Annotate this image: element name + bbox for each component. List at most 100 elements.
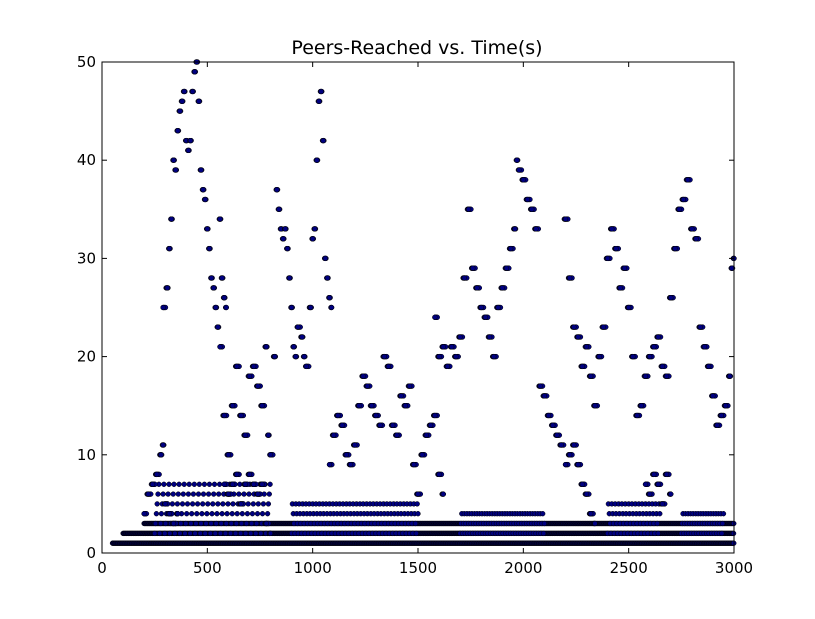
data-point <box>177 530 183 537</box>
data-point <box>219 511 225 517</box>
data-point <box>436 353 442 360</box>
data-point <box>272 353 278 360</box>
data-point <box>176 481 182 487</box>
data-point <box>217 344 223 350</box>
data-point <box>588 511 594 517</box>
data-point <box>170 491 176 497</box>
data-point <box>373 412 379 419</box>
data-point <box>540 530 547 537</box>
data-point <box>244 511 251 517</box>
data-point <box>267 452 274 458</box>
data-point <box>655 530 661 537</box>
data-point <box>719 530 725 537</box>
data-point <box>162 520 169 527</box>
data-point <box>157 520 164 527</box>
data-point <box>149 481 156 487</box>
data-point <box>182 530 188 537</box>
data-point <box>157 530 163 537</box>
chart-title: Peers-Reached vs. Time(s) <box>291 37 542 59</box>
data-point <box>714 422 720 428</box>
data-point <box>191 481 197 487</box>
data-point <box>181 481 187 487</box>
data-point <box>255 383 261 389</box>
data-point <box>205 491 212 497</box>
data-point <box>216 491 222 497</box>
data-point <box>204 226 210 232</box>
data-point <box>320 137 326 144</box>
data-point <box>436 471 442 478</box>
data-point <box>246 373 253 379</box>
data-point <box>200 491 207 497</box>
data-point <box>478 304 484 311</box>
data-point <box>248 530 254 537</box>
data-point <box>394 432 400 438</box>
data-point <box>211 491 217 497</box>
data-point <box>233 520 240 527</box>
data-point <box>196 481 202 487</box>
data-point <box>227 530 234 537</box>
y-tick-label: 20 <box>77 348 96 366</box>
data-point <box>206 245 213 252</box>
data-point <box>583 491 590 497</box>
data-point <box>621 265 628 271</box>
data-point <box>267 481 273 487</box>
data-point <box>579 481 585 487</box>
data-point <box>202 530 208 537</box>
data-point <box>512 226 518 232</box>
data-point <box>166 481 172 487</box>
data-point <box>697 324 703 330</box>
x-tick-label: 0 <box>97 559 107 577</box>
data-point <box>385 363 392 370</box>
data-point <box>609 226 615 232</box>
data-point <box>440 491 446 497</box>
data-point <box>554 432 560 438</box>
data-point <box>170 520 177 527</box>
data-point <box>299 334 305 340</box>
data-point <box>390 422 396 428</box>
data-point <box>265 432 272 438</box>
data-point <box>663 373 670 379</box>
data-point <box>617 285 623 291</box>
data-point <box>160 491 166 497</box>
data-point <box>331 432 337 438</box>
data-point <box>180 491 186 497</box>
data-point <box>165 491 171 497</box>
data-point <box>571 324 577 330</box>
data-point <box>193 520 199 527</box>
data-point <box>213 304 219 311</box>
data-point <box>251 363 257 370</box>
data-point <box>225 452 232 458</box>
y-tick-label: 30 <box>77 249 96 267</box>
y-tick-label: 10 <box>77 446 96 464</box>
data-point <box>178 520 184 527</box>
data-point <box>194 511 200 517</box>
data-point <box>214 511 220 517</box>
data-point <box>307 304 314 311</box>
data-point <box>288 304 295 311</box>
y-tick-label: 50 <box>77 53 96 71</box>
data-point <box>541 520 548 527</box>
data-point <box>322 255 328 262</box>
data-point <box>449 344 455 350</box>
data-point <box>238 501 244 507</box>
data-point <box>647 491 653 497</box>
data-point <box>412 520 419 527</box>
data-point <box>234 363 240 370</box>
data-point <box>722 403 729 409</box>
y-tick-label: 0 <box>86 544 96 562</box>
data-point <box>567 275 573 281</box>
data-point <box>153 511 160 517</box>
data-point <box>514 157 520 163</box>
data-point <box>659 501 666 507</box>
data-point <box>432 412 438 419</box>
data-point <box>533 226 539 232</box>
data-point <box>210 501 216 507</box>
data-point <box>255 501 261 507</box>
data-point <box>415 511 421 517</box>
data-point <box>457 334 463 340</box>
data-point <box>205 501 211 507</box>
data-point <box>328 304 335 311</box>
data-point <box>263 344 269 350</box>
data-point <box>195 491 202 497</box>
